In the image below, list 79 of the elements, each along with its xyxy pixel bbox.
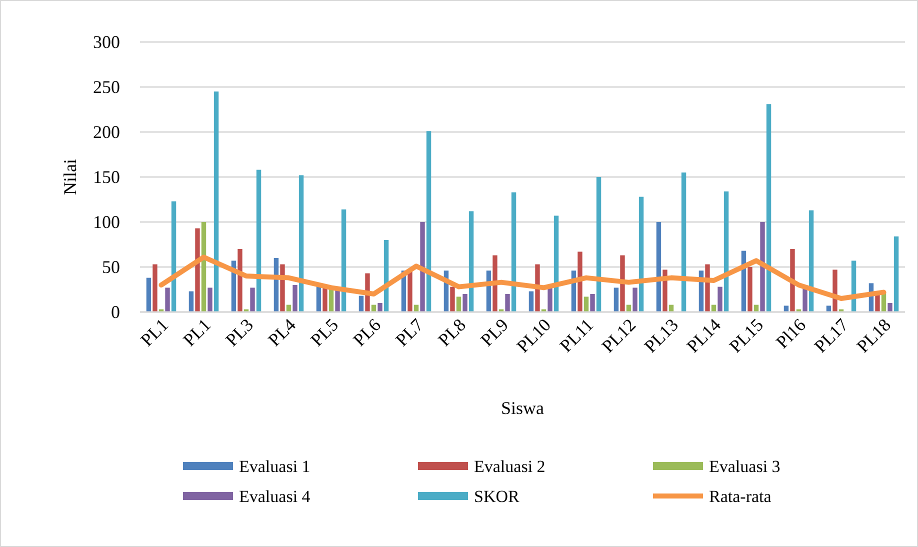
bar: [152, 264, 158, 312]
bar: [146, 278, 152, 312]
x-tick-label: PL8: [434, 314, 470, 350]
bar: [468, 211, 474, 312]
bar: [578, 252, 582, 312]
x-axis-title: Siswa: [500, 398, 544, 418]
bar: [535, 264, 540, 312]
bar: [195, 228, 200, 312]
y-tick-label: 200: [93, 122, 120, 142]
bar: [298, 175, 304, 312]
bar: [408, 272, 412, 312]
bar: [888, 303, 892, 312]
y-tick-label: 0: [111, 302, 120, 322]
x-tick-label: PL4: [264, 314, 300, 350]
legend-label: Evaluasi 1: [239, 457, 310, 476]
bar: [790, 249, 795, 312]
x-tick-label: PL1: [179, 314, 215, 350]
bar: [528, 291, 534, 312]
bar: [426, 131, 432, 312]
bar: [620, 255, 625, 312]
bar: [328, 290, 334, 312]
y-tick-label: 250: [93, 77, 120, 97]
bar: [632, 288, 638, 312]
bar: [638, 196, 644, 312]
legend-label: Evaluasi 4: [239, 487, 311, 506]
legend-label: Evaluasi 2: [474, 457, 546, 476]
bar: [450, 286, 455, 312]
bar: [165, 288, 170, 312]
y-tick-label: 50: [102, 257, 120, 277]
y-axis-title: Nilai: [60, 159, 80, 195]
bar: [681, 172, 686, 312]
x-tick-label: Pl16: [772, 314, 810, 352]
bar: [505, 294, 510, 312]
bar: [584, 296, 589, 312]
x-tick-label: PL7: [392, 314, 428, 350]
x-tick-label: PL1: [136, 314, 172, 350]
x-tick-label: PL5: [306, 314, 342, 350]
bar: [656, 222, 662, 312]
bar: [808, 210, 814, 312]
bar: [280, 264, 285, 312]
bar: [420, 222, 425, 312]
bar: [718, 286, 722, 312]
bar: [292, 285, 298, 312]
bar: [894, 236, 899, 312]
x-tick-label: PL3: [222, 314, 258, 350]
bar: [590, 294, 595, 312]
bar: [760, 222, 765, 312]
bar: [238, 249, 242, 312]
legend-label: Evaluasi 3: [709, 457, 780, 476]
bar: [456, 296, 462, 312]
legend-label: SKOR: [474, 487, 520, 506]
bar: [322, 286, 328, 312]
bar: [188, 291, 194, 312]
bar: [358, 296, 364, 312]
bar: [208, 288, 212, 312]
y-tick-label: 150: [93, 167, 120, 187]
bar: [724, 191, 729, 312]
bar: [171, 201, 176, 312]
bar: [766, 104, 772, 312]
bar: [256, 170, 262, 312]
bar: [511, 192, 516, 312]
bar: [614, 288, 619, 312]
bar: [705, 264, 710, 312]
y-tick-label: 300: [93, 32, 120, 52]
bar: [748, 267, 752, 312]
bar: [784, 306, 789, 312]
x-tick-label: PL6: [349, 314, 385, 350]
bar: [596, 177, 602, 312]
bar: [492, 255, 498, 312]
bar: [250, 288, 255, 312]
x-tick-label: PL9: [476, 314, 512, 350]
bar: [214, 92, 219, 312]
bar: [462, 294, 468, 312]
bar: [378, 303, 382, 312]
bar: [554, 216, 559, 312]
bar: [826, 306, 832, 312]
y-tick-label: 100: [93, 212, 120, 232]
legend-label: Rata-rata: [709, 487, 772, 506]
bar: [341, 209, 346, 312]
